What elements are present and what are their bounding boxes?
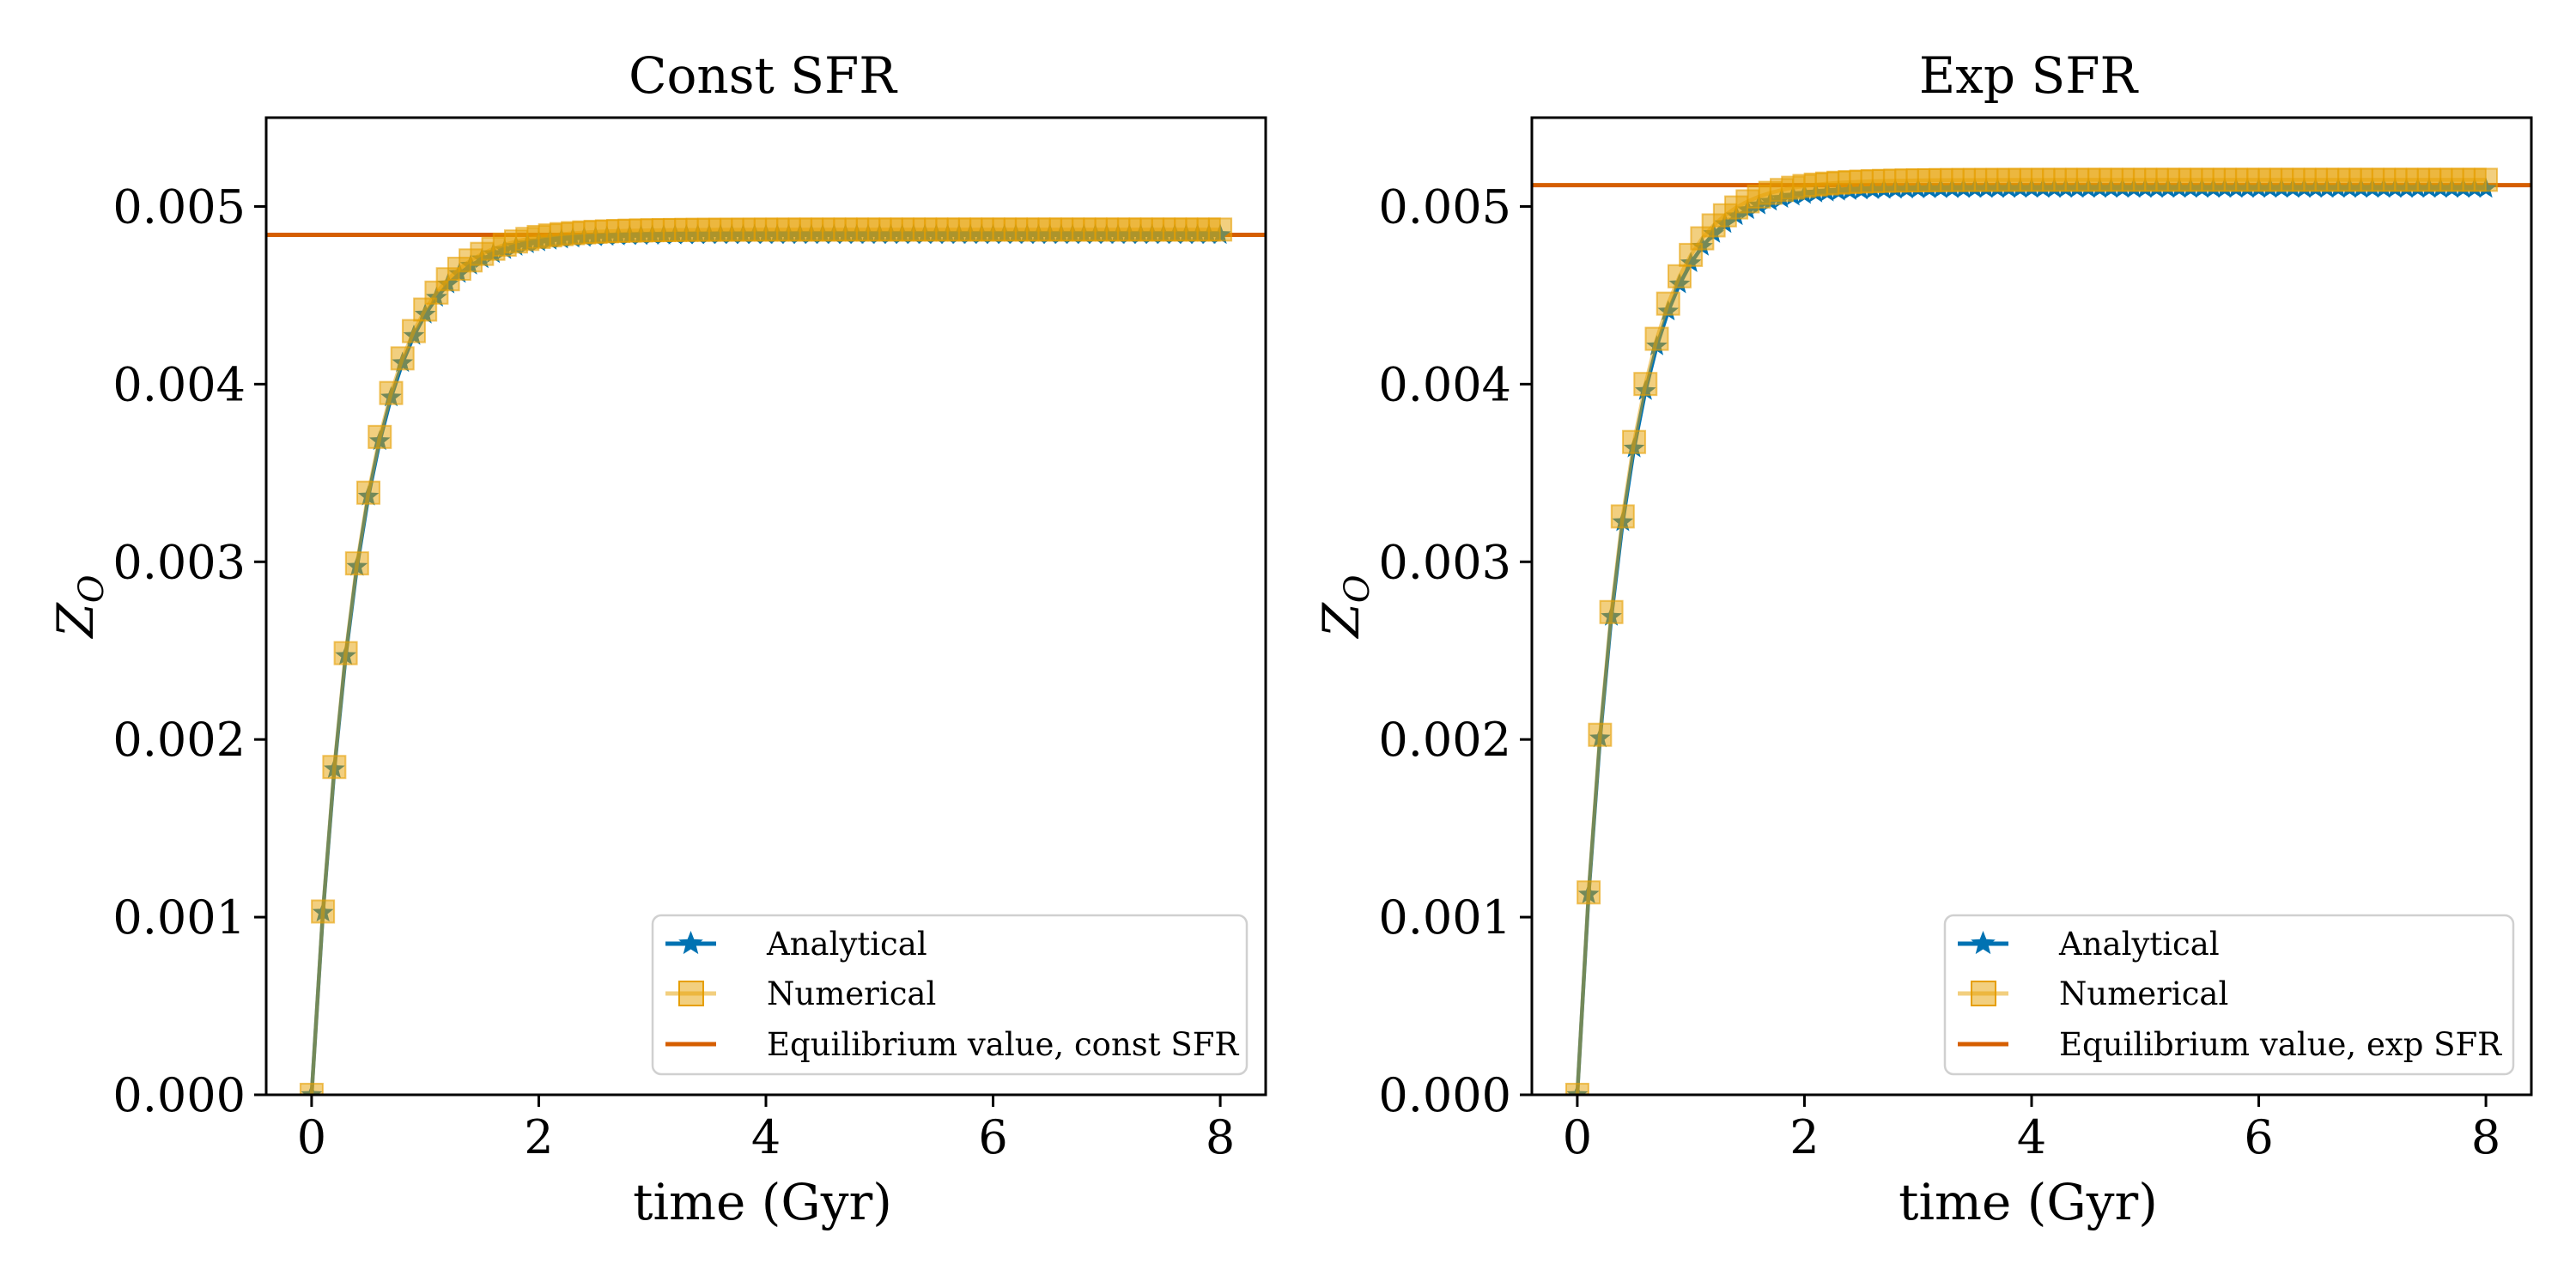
legend-square-marker — [678, 981, 704, 1006]
x-tick-label: 6 — [978, 1110, 1007, 1164]
numerical-square-marker — [2474, 167, 2499, 192]
legend-entry-analytical: Analytical — [1958, 926, 2220, 963]
legend-label-analytical: Analytical — [766, 926, 927, 963]
numerical-square-marker — [1564, 1083, 1589, 1095]
legend: Analytical Numerical Equilibrium value, … — [651, 914, 1249, 1076]
x-tick-label: 4 — [751, 1110, 781, 1164]
numerical-square-marker — [1633, 372, 1658, 397]
x-tick-label: 4 — [2017, 1110, 2046, 1164]
legend-entry-equilibrium: Equilibrium value, const SFR — [665, 1026, 1239, 1063]
legend-frame — [1943, 914, 2515, 1076]
y-axis-label-subscript: O — [72, 574, 112, 603]
y-tick-label: 0.000 — [112, 1068, 246, 1122]
y-axis-label-symbol: Z — [1312, 602, 1370, 640]
x-tick-label: 8 — [1206, 1110, 1235, 1164]
numerical-square-marker — [401, 319, 426, 343]
legend-label-analytical: Analytical — [2058, 926, 2220, 963]
legend-label-equilibrium: Equilibrium value, const SFR — [767, 1026, 1239, 1063]
legend-star-marker — [678, 931, 703, 955]
y-tick-label: 0.003 — [1378, 535, 1511, 589]
legend-square-marker — [1971, 981, 1996, 1006]
numerical-square-marker — [322, 755, 347, 780]
x-axis-label: time (Gyr) — [1899, 1173, 2158, 1231]
x-tick-label: 2 — [524, 1110, 553, 1164]
x-tick-label: 0 — [1563, 1110, 1592, 1164]
x-tick-label: 6 — [2244, 1110, 2273, 1164]
y-tick-label: 0.002 — [1378, 713, 1511, 767]
y-tick-label: 0.001 — [112, 890, 246, 945]
x-tick-label: 2 — [1789, 1110, 1819, 1164]
legend-entry-equilibrium: Equilibrium value, exp SFR — [1958, 1026, 2502, 1063]
y-tick-label: 0.001 — [1378, 890, 1511, 945]
y-axis-label-subscript: O — [1338, 574, 1377, 603]
y-tick-label: 0.005 — [112, 179, 246, 234]
y-axis-label: ZO — [46, 574, 112, 639]
numerical-square-marker — [333, 641, 358, 665]
legend-star-marker — [1971, 931, 1996, 955]
x-axis-label: time (Gyr) — [633, 1173, 892, 1231]
plot-area — [266, 217, 1266, 1095]
y-tick-label: 0.004 — [112, 357, 246, 411]
numerical-square-marker — [1644, 326, 1669, 351]
legend-label-numerical: Numerical — [2059, 975, 2228, 1012]
numerical-square-marker — [344, 551, 369, 576]
numerical-square-marker — [1656, 291, 1680, 316]
numerical-square-marker — [1610, 504, 1635, 529]
numerical-square-marker — [379, 380, 404, 405]
chart-title: Const SFR — [629, 46, 898, 105]
x-axis-ticks: 0 2 4 6 8 — [297, 1095, 1235, 1164]
numerical-square-marker — [1667, 264, 1692, 289]
numerical-square-marker — [390, 346, 415, 371]
chart-title: Exp SFR — [1919, 46, 2140, 105]
legend: Analytical Numerical Equilibrium value, … — [1943, 914, 2515, 1076]
legend-frame — [651, 914, 1249, 1076]
y-axis-ticks: 0.000 0.001 0.002 0.003 0.004 0.005 — [1378, 179, 1532, 1122]
y-tick-label: 0.004 — [1378, 357, 1511, 411]
plot-area — [1532, 167, 2531, 1095]
y-tick-label: 0.000 — [1378, 1068, 1511, 1122]
numerical-square-marker — [1622, 429, 1647, 454]
x-tick-label: 0 — [297, 1110, 326, 1164]
y-tick-label: 0.005 — [1378, 179, 1511, 234]
numerical-square-marker — [1577, 880, 1601, 905]
legend-entry-analytical: Analytical — [665, 926, 927, 963]
legend-label-numerical: Numerical — [767, 975, 936, 1012]
y-axis-label: ZO — [1312, 574, 1377, 639]
y-axis-ticks: 0.000 0.001 0.002 0.003 0.004 0.005 — [112, 179, 266, 1122]
y-tick-label: 0.002 — [112, 713, 246, 767]
y-tick-label: 0.003 — [112, 535, 246, 589]
numerical-square-marker — [1588, 722, 1613, 747]
numerical-square-marker — [1599, 599, 1624, 624]
legend-entry-numerical: Numerical — [1958, 975, 2228, 1012]
x-axis-ticks: 0 2 4 6 8 — [1563, 1095, 2500, 1164]
legend-label-equilibrium: Equilibrium value, exp SFR — [2059, 1026, 2502, 1063]
x-tick-label: 8 — [2471, 1110, 2500, 1164]
numerical-square-marker — [1208, 217, 1233, 242]
numerical-square-marker — [299, 1083, 324, 1095]
y-axis-label-symbol: Z — [46, 602, 105, 640]
numerical-square-marker — [368, 424, 392, 449]
legend-entry-numerical: Numerical — [665, 975, 936, 1012]
numerical-square-marker — [311, 899, 336, 924]
numerical-square-marker — [356, 480, 381, 505]
